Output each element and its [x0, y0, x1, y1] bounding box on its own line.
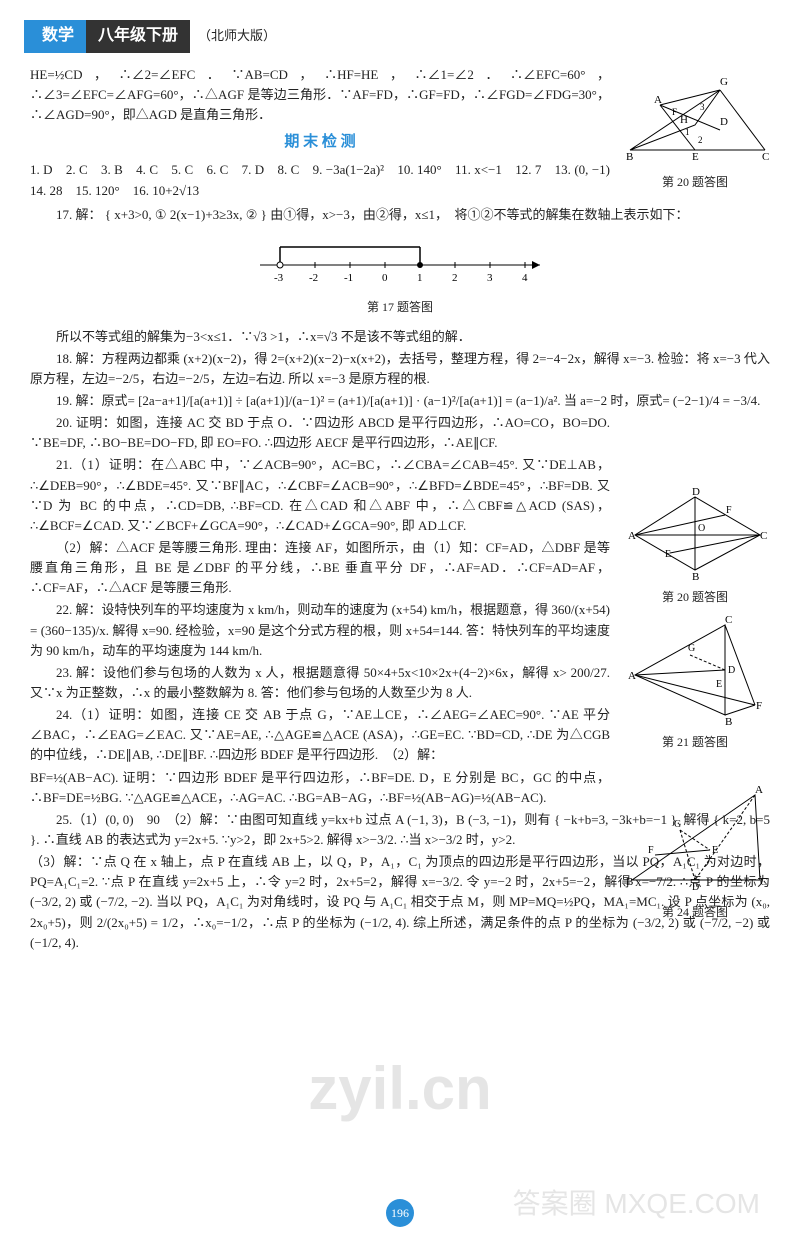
svg-text:C: C: [725, 615, 732, 626]
para-1: HE=½CD，∴∠2=∠EFC．∵AB=CD，∴HF=HE，∴∠1=∠2．∴∠E…: [30, 65, 610, 125]
svg-text:F: F: [672, 107, 677, 117]
grade-title: 八年级下册: [86, 20, 190, 53]
svg-text:B: B: [692, 571, 699, 580]
svg-text:D: D: [720, 116, 728, 128]
section-title: 期 末 检 测: [30, 131, 610, 154]
svg-text:-1: -1: [344, 272, 353, 284]
figure-20b-label: 第 20 题答图: [620, 588, 770, 607]
svg-text:2: 2: [452, 272, 458, 284]
svg-text:O: O: [698, 523, 705, 534]
svg-text:-2: -2: [309, 272, 318, 284]
svg-text:D: D: [728, 665, 735, 676]
content-body: G A B C D E H 3 1 2 F 第 20 题答图 HE=½CD，∴∠…: [30, 65, 770, 953]
svg-text:F: F: [648, 845, 654, 856]
svg-text:D: D: [692, 486, 700, 498]
svg-text:G: G: [688, 643, 695, 654]
svg-text:A: A: [654, 94, 662, 106]
svg-text:A: A: [628, 670, 636, 682]
figure-20a-label: 第 20 题答图: [620, 173, 770, 192]
answers-line: 1. D 2. C 3. B 4. C 5. C 6. C 7. D 8. C …: [30, 160, 610, 200]
q18: 18. 解：方程两边都乘 (x+2)(x−2)，得 2=(x+2)(x−2)−x…: [30, 349, 770, 389]
figure-24-label: 第 24 题答图: [620, 903, 770, 922]
numberline-label: 第 17 题答图: [30, 298, 770, 317]
svg-text:-3: -3: [274, 272, 284, 284]
subject-badge: 数学: [30, 20, 86, 53]
svg-text:C: C: [762, 151, 769, 163]
svg-text:3: 3: [700, 102, 705, 112]
svg-text:F: F: [756, 700, 762, 712]
q23: 23. 解：设他们参与包场的人数为 x 人，根据题意得 50×4+5x<10×2…: [30, 663, 610, 703]
svg-text:2: 2: [698, 135, 703, 145]
page-header: 数学 八年级下册 （北师大版）: [30, 20, 770, 53]
figure-21: A C B F D G E 第 21 题答图: [620, 615, 770, 752]
watermark-main: zyil.cn: [308, 1042, 491, 1135]
svg-text:F: F: [726, 505, 732, 516]
q21-1: 21.（1）证明：在△ABC 中，∵∠ACB=90°，AC=BC，∴∠CBA=∠…: [30, 455, 610, 536]
q22: 22. 解：设特快列车的平均速度为 x km/h，则动车的速度为 (x+54) …: [30, 600, 610, 660]
svg-text:0: 0: [382, 272, 388, 284]
svg-text:3: 3: [487, 272, 493, 284]
svg-text:A: A: [755, 785, 763, 796]
q24-1: 24.（1）证明：如图，连接 CE 交 AB 于点 G，∵AE⊥CE，∴∠AEG…: [30, 705, 610, 765]
q17-mid: 由①得，x>−3，由②得，x≤1， 将①②不等式的解集在数轴上表示如下：: [270, 207, 688, 222]
numberline-figure: -3 -2 -1 0 1 2 3 4 第 17 题答图: [30, 235, 770, 317]
svg-text:A: A: [628, 530, 636, 542]
edition-sub: （北师大版）: [190, 22, 284, 50]
svg-text:G: G: [674, 819, 681, 830]
watermark-side: 答案圈 MXQE.COM: [513, 1182, 760, 1225]
q19: 19. 解：原式= [2a−a+1]/[a(a+1)] ÷ [a(a+1)]/(…: [30, 391, 770, 411]
svg-text:E: E: [716, 679, 722, 690]
q17-pre: 17. 解：: [56, 207, 102, 222]
q17-line: 17. 解： { x+3>0, ① 2(x−1)+3≥3x, ② } 由①得，x…: [30, 205, 770, 225]
figure-20b: A D C B O E F 第 20 题答图: [620, 485, 770, 607]
q21-2: （2）解：△ACF 是等腰三角形. 理由：连接 AF，如图所示，由（1）知：CF…: [30, 538, 610, 598]
svg-text:B: B: [725, 716, 732, 725]
svg-text:4: 4: [522, 272, 528, 284]
q24-2: BF=½(AB−AC). 证明：∵四边形 BDEF 是平行四边形，∴BF=DE.…: [30, 768, 610, 808]
figure-21-label: 第 21 题答图: [620, 733, 770, 752]
svg-text:E: E: [712, 845, 718, 856]
q20: 20. 证明：如图，连接 AC 交 BD 于点 O．∵四边形 ABCD 是平行四…: [30, 413, 610, 453]
svg-text:H: H: [680, 114, 688, 126]
figure-24: B A C F E D G 第 24 题答图: [620, 785, 770, 922]
q17-system: { x+3>0, ① 2(x−1)+3≥3x, ② }: [105, 207, 267, 222]
page-number: 196: [386, 1199, 414, 1227]
svg-text:B: B: [626, 151, 633, 163]
q17-post: 所以不等式组的解集为−3<x≤1．∵√3 >1，∴x=√3 不是该不等式组的解．: [30, 327, 770, 347]
svg-text:1: 1: [417, 272, 423, 284]
svg-text:E: E: [665, 549, 671, 560]
svg-text:1: 1: [685, 127, 690, 137]
svg-text:C: C: [760, 530, 767, 542]
svg-text:E: E: [692, 151, 699, 163]
svg-text:B: B: [626, 876, 633, 888]
svg-text:C: C: [760, 876, 767, 888]
svg-text:D: D: [692, 882, 699, 893]
svg-text:G: G: [720, 76, 728, 88]
figure-20a: G A B C D E H 3 1 2 F 第 20 题答图: [620, 65, 770, 192]
